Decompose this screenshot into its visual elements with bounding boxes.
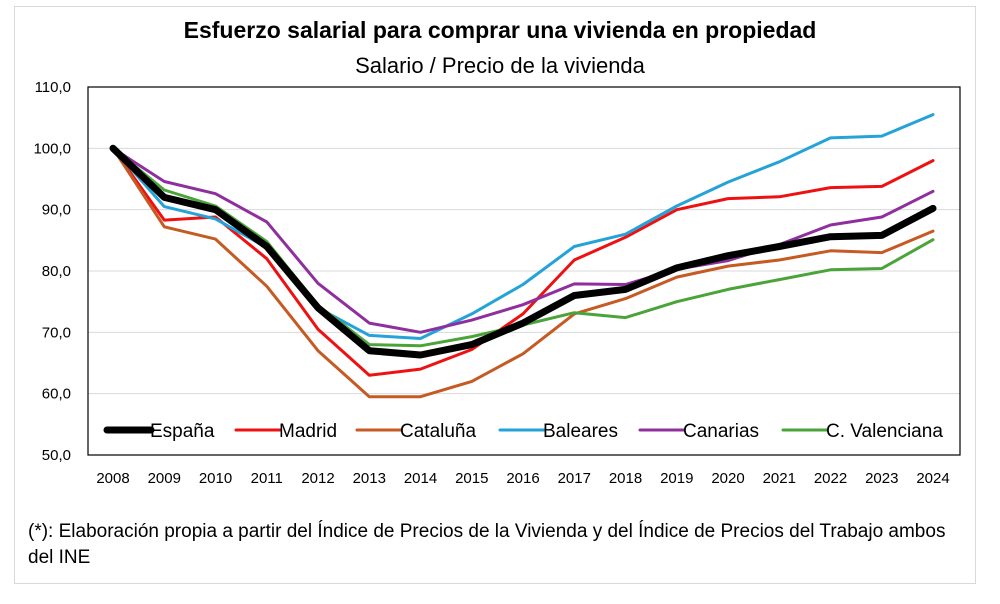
x-tick-label: 2024: [916, 470, 949, 487]
x-tick-label: 2013: [353, 470, 386, 487]
x-tick-label: 2016: [506, 470, 539, 487]
x-tick-label: 2010: [199, 470, 232, 487]
y-tick-label: 110,0: [35, 79, 71, 96]
x-tick-label: 2015: [455, 470, 488, 487]
series-line-españa: [109, 144, 937, 359]
y-tick-label: 60,0: [42, 386, 71, 403]
x-tick-label: 2017: [558, 470, 591, 487]
legend-label: Canarias: [683, 421, 759, 442]
legend-label: C. Valenciana: [826, 421, 943, 442]
y-tick-label: 90,0: [42, 202, 71, 219]
y-tick-label: 50,0: [42, 447, 71, 464]
source-note: (*): Elaboración propia a partir del Índ…: [28, 521, 946, 568]
x-tick-label: 2019: [660, 470, 693, 487]
x-tick-label: 2011: [251, 470, 283, 487]
x-tick-label: 2023: [865, 470, 898, 487]
y-tick-label: 100,0: [33, 140, 71, 157]
chart-frame: [14, 6, 976, 584]
y-tick-label: 70,0: [42, 324, 71, 341]
legend-label: España: [150, 421, 215, 442]
x-tick-label: 2012: [301, 470, 334, 487]
x-tick-label: 2014: [404, 470, 437, 487]
series-line-madrid: [111, 146, 935, 377]
chart-subtitle: Salario / Precio de la vivienda: [355, 53, 645, 78]
series-line-canarias: [111, 146, 935, 334]
x-tick-label: 2020: [711, 470, 744, 487]
x-tick-label: 2009: [148, 470, 181, 487]
x-tick-label: 2018: [609, 470, 642, 487]
y-tick-label: 80,0: [42, 263, 71, 280]
plot-area: [87, 86, 961, 456]
legend-label: Madrid: [279, 421, 337, 442]
x-tick-label: 2022: [814, 470, 847, 487]
series-line-c-valenciana: [111, 146, 935, 348]
chart-title: Esfuerzo salarial para comprar una vivie…: [183, 17, 817, 43]
series-line-cataluña: [111, 146, 935, 399]
legend-label: Cataluña: [400, 421, 476, 442]
x-tick-label: 2008: [96, 470, 129, 487]
x-tick-label: 2021: [763, 470, 796, 487]
legend-label: Baleares: [543, 421, 618, 442]
